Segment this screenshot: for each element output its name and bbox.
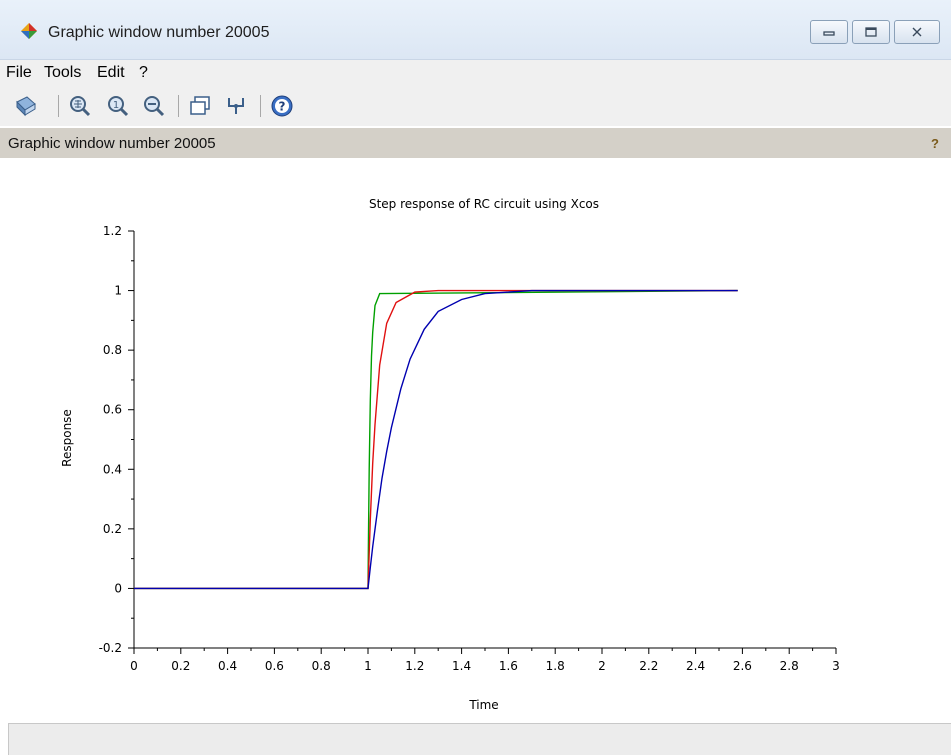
maximize-button[interactable] [852, 20, 890, 44]
series-line-0 [134, 289, 738, 590]
y-tick-label: 0.6 [103, 403, 122, 417]
toolbar: 1 ? [0, 86, 951, 126]
x-tick-label: 0.8 [312, 659, 331, 673]
svg-text:1: 1 [113, 100, 119, 111]
x-tick-label: 2.6 [733, 659, 752, 673]
x-tick-label: 0.6 [265, 659, 284, 673]
status-bar [8, 723, 951, 755]
x-tick-label: 0.4 [218, 659, 237, 673]
info-bar: Graphic window number 20005 ? [0, 128, 951, 158]
zoom-icon[interactable] [68, 94, 92, 118]
menu-bar: File Tools Edit ? [0, 60, 951, 86]
figure-window-icon[interactable] [188, 94, 212, 118]
x-tick-label: 0.2 [171, 659, 190, 673]
y-tick-label: 1.2 [103, 224, 122, 238]
close-button[interactable] [894, 20, 940, 44]
x-tick-label: 1 [364, 659, 372, 673]
rotate-icon[interactable] [14, 94, 38, 118]
y-tick-label: 0.8 [103, 343, 122, 357]
menu-help[interactable]: ? [139, 64, 148, 81]
x-tick-label: 0 [130, 659, 138, 673]
minimize-icon [823, 31, 835, 36]
x-tick-label: 1.2 [405, 659, 424, 673]
x-tick-label: 1.6 [499, 659, 518, 673]
menu-tools[interactable]: Tools [44, 64, 82, 81]
step-response-chart[interactable]: Step response of RC circuit using Xcos 0… [0, 158, 951, 718]
y-tick-label: 1 [114, 284, 122, 298]
x-tick-label: 1.4 [452, 659, 471, 673]
y-tick-label: -0.2 [99, 641, 122, 655]
plot-area[interactable]: Step response of RC circuit using Xcos 0… [0, 158, 951, 718]
toolbar-separator [178, 95, 179, 117]
series-line-2 [134, 289, 738, 590]
help-icon[interactable]: ? [270, 94, 294, 118]
x-tick-label: 2.8 [780, 659, 799, 673]
window-title: Graphic window number 20005 [48, 24, 270, 41]
minimize-button[interactable] [810, 20, 848, 44]
maximize-icon [865, 27, 877, 37]
menu-edit[interactable]: Edit [97, 64, 125, 81]
x-tick-label: 2 [598, 659, 606, 673]
series-line-1 [134, 289, 738, 590]
x-tick-label: 3 [832, 659, 840, 673]
y-tick-label: 0.4 [103, 462, 122, 476]
svg-text:?: ? [279, 100, 286, 114]
chart-ticks: 0 0.2 0.4 0.6 0.8 1 1.2 1.4 1.6 1.8 2 2.2 2.4 2.6 2.8 3… [99, 224, 840, 673]
toolbar-separator [260, 95, 261, 117]
menu-file[interactable]: File [6, 64, 32, 81]
y-axis-label: Response [60, 409, 74, 467]
chart-title: Step response of RC circuit using Xcos [369, 197, 599, 211]
toolbar-separator [58, 95, 59, 117]
info-bar-help[interactable]: ? [931, 136, 939, 151]
zoom-in-icon[interactable]: 1 [106, 94, 130, 118]
x-tick-label: 2.4 [686, 659, 705, 673]
window-titlebar: Graphic window number 20005 [0, 0, 951, 60]
x-tick-label: 1.8 [546, 659, 565, 673]
datatip-icon[interactable] [224, 94, 248, 118]
info-bar-title: Graphic window number 20005 [8, 135, 216, 152]
x-tick-label: 2.2 [639, 659, 658, 673]
x-axis-label: Time [468, 698, 498, 712]
close-icon [912, 27, 922, 37]
y-tick-label: 0 [114, 581, 122, 595]
chart-series-group [134, 289, 738, 590]
scilab-app-icon [21, 23, 37, 39]
zoom-out-icon[interactable] [142, 94, 166, 118]
y-tick-label: 0.2 [103, 522, 122, 536]
